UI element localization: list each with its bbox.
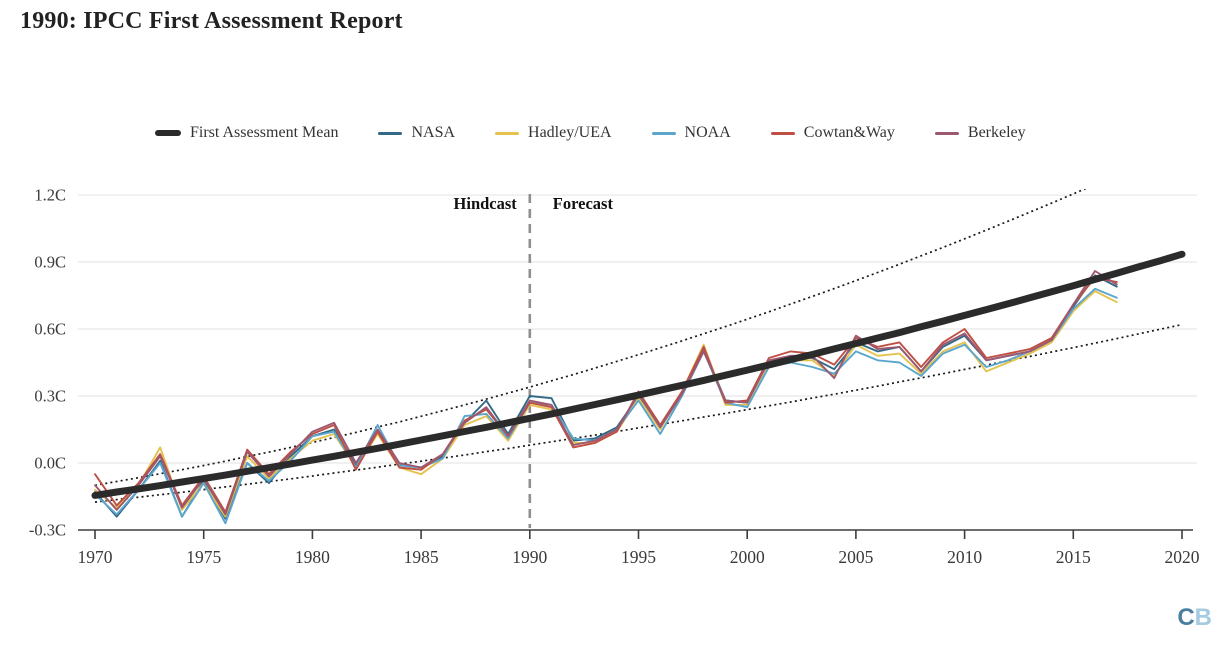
forecast-label: Forecast	[553, 194, 614, 213]
x-axis-tick-label: 1970	[78, 547, 113, 567]
chart-legend: First Assessment Mean NASA Hadley/UEA NOAA C…	[155, 124, 1026, 142]
legend-swatch	[495, 131, 520, 135]
legend-swatch	[770, 131, 795, 135]
legend-label: NOAA	[684, 124, 731, 141]
legend-item-noaa[interactable]: NOAA	[651, 124, 731, 142]
y-axis-tick-label: 0.0C	[34, 454, 66, 473]
series-line-nasa	[94, 274, 1118, 520]
carbon-brief-logo[interactable]: CB	[1177, 604, 1212, 632]
x-axis-tick-label: 2005	[838, 547, 873, 567]
legend-swatch	[378, 131, 403, 135]
legend-swatch	[651, 131, 676, 135]
x-axis-tick-label: 1990	[512, 547, 547, 567]
x-axis-tick-label: 1980	[295, 547, 330, 567]
legend-item-cowtan-way[interactable]: Cowtan&Way	[770, 124, 895, 142]
projection-mean-line	[91, 250, 1186, 499]
x-axis-tick-label: 2020	[1165, 547, 1200, 567]
legend-item-first-assessment-mean[interactable]: First Assessment Mean	[155, 124, 338, 142]
legend-label: First Assessment Mean	[190, 124, 339, 141]
x-axis-tick-label: 1985	[404, 547, 439, 567]
legend-swatch	[155, 130, 181, 136]
legend-item-hadley-uea[interactable]: Hadley/UEA	[495, 124, 612, 142]
hindcast-label: Hindcast	[454, 194, 518, 213]
legend-label: Hadley/UEA	[528, 124, 612, 141]
logo-letter-c: C	[1177, 604, 1195, 631]
y-axis-tick-label: 0.3C	[34, 387, 66, 406]
x-axis-tick-label: 1995	[621, 547, 656, 567]
legend-label: Berkeley	[967, 124, 1026, 141]
legend-swatch	[934, 131, 959, 135]
series-line-berkeley	[94, 270, 1118, 516]
logo-letter-b: B	[1194, 604, 1212, 631]
x-axis-tick-label: 2010	[947, 547, 982, 567]
legend-item-berkeley[interactable]: Berkeley	[934, 124, 1026, 142]
projection-upper-bound-line	[94, 189, 1087, 487]
y-axis-tick-label: 0.6C	[34, 320, 66, 339]
legend-label: NASA	[411, 124, 456, 141]
y-axis-tick-label: 1.2C	[34, 186, 66, 205]
chart-title: 1990: IPCC First Assessment Report	[20, 8, 403, 34]
x-axis-tick-label: 1975	[186, 547, 221, 567]
x-axis-tick-label: 2015	[1056, 547, 1091, 567]
y-axis-tick-label: 0.9C	[34, 253, 66, 272]
legend-label: Cowtan&Way	[803, 124, 895, 141]
legend-item-nasa[interactable]: NASA	[378, 124, 455, 142]
x-axis-tick-label: 2000	[730, 547, 765, 567]
series-line-noaa	[94, 287, 1118, 525]
y-axis-tick-label: -0.3C	[29, 520, 66, 539]
